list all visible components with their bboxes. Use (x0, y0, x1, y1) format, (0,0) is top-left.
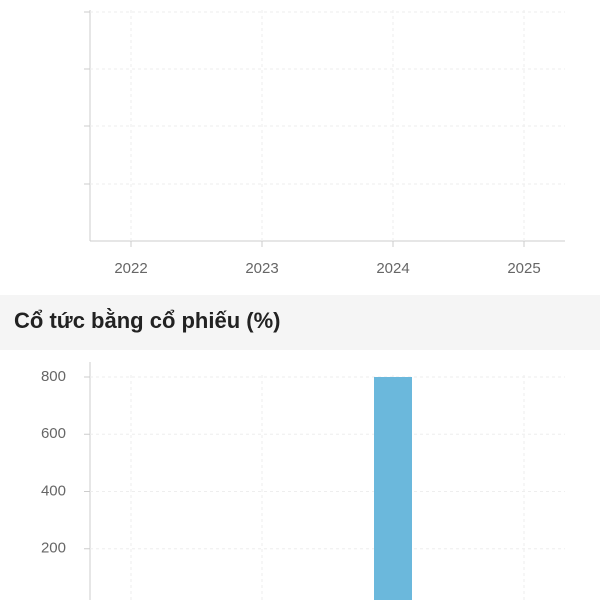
section-header (0, 295, 600, 350)
top-grid (90, 11, 565, 185)
bar (374, 377, 412, 600)
y-tick-label: 800 (41, 368, 66, 385)
y-tick-label: 600 (41, 425, 66, 442)
y-tick-label: 200 (41, 540, 66, 557)
x-tick-label: 2025 (507, 260, 540, 277)
y-tick-label: 400 (41, 482, 66, 499)
section-title: Cổ tức bằng cổ phiếu (%) (14, 308, 280, 333)
x-tick-label: 2022 (114, 260, 147, 277)
x-tick-label: 2024 (376, 260, 409, 277)
x-tick-label: 2023 (245, 260, 278, 277)
